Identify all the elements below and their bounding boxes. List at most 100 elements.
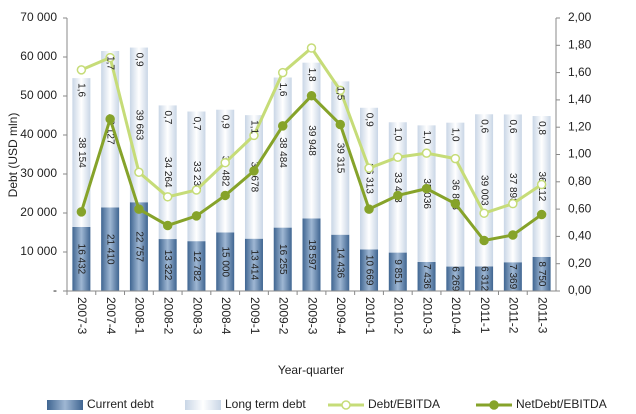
line-marker: [393, 190, 403, 201]
y-tick-label: 50 000: [20, 88, 57, 102]
line-marker: [536, 209, 547, 220]
line-marker: [508, 230, 518, 240]
line-value-label: 0,9: [363, 113, 374, 127]
bar-label: 39 948: [306, 125, 317, 156]
line-value-label: 1,8: [306, 68, 317, 82]
bar-segment: [101, 207, 120, 291]
bar-segment: [360, 107, 379, 250]
line-marker: [450, 153, 461, 164]
y-tick-label: 70 000: [20, 10, 57, 24]
bar-label: 16 255: [277, 244, 288, 275]
line-marker: [364, 163, 374, 173]
x-tick-label: 2008-4: [219, 297, 233, 335]
bar-label: 6 269: [450, 266, 461, 291]
x-tick-label: 2007-3: [75, 297, 89, 335]
line-value-label: 0,6: [507, 120, 518, 134]
bar-segment: [302, 218, 321, 291]
bar-label: 39 663: [133, 110, 144, 141]
bar-segment: [273, 227, 292, 291]
bar-segment: [244, 115, 263, 239]
y2-tick-label: 0,40: [568, 229, 592, 243]
line-marker: [479, 235, 489, 246]
bar-label: 6 312: [478, 266, 489, 291]
line-value-label: 1,1: [248, 120, 259, 134]
bar-segment: [532, 256, 551, 291]
y-tick-label: 10 000: [20, 244, 57, 258]
line-marker: [220, 190, 230, 201]
y-tick-label: 20 000: [20, 205, 57, 219]
y2-tick-label: 2,00: [568, 10, 592, 24]
x-tick-label: 2008-3: [190, 297, 204, 335]
bar-segment: [331, 234, 350, 291]
bar-segment: [158, 105, 177, 240]
bar-label: 13 322: [162, 250, 173, 281]
bar-label: 10 669: [363, 255, 374, 286]
bar-segment: [503, 114, 522, 263]
line-marker: [249, 130, 259, 141]
bar-label: 36 313: [363, 163, 374, 194]
x-tick-label: 2010-4: [449, 297, 463, 335]
legend-label: NetDebt/EBITDA: [516, 397, 607, 411]
line-marker: [364, 204, 374, 214]
bar-segment: [187, 111, 206, 242]
bar-segment: [446, 266, 465, 291]
bar-segment: [187, 241, 206, 291]
y2-tick-label: 0,60: [568, 201, 592, 215]
y-tick-label: 30 000: [20, 166, 57, 180]
bar-label: 31 482: [220, 156, 231, 187]
bar-label: 8 750: [536, 261, 547, 286]
line-marker: [421, 148, 432, 158]
bar-label: 9 851: [392, 259, 403, 284]
x-axis-title: Year-quarter: [278, 363, 344, 377]
line-value-label: 1,7: [105, 56, 116, 70]
legend-marker: [489, 400, 499, 410]
bar-label: 31 678: [248, 162, 259, 193]
x-tick-label: 2008-1: [133, 297, 147, 335]
line-marker: [162, 192, 173, 202]
bar-segment: [360, 249, 379, 291]
bar-segment: [388, 122, 407, 253]
line-marker: [105, 114, 115, 124]
bar-label: 38 154: [76, 137, 87, 168]
bar-segment: [417, 125, 436, 262]
line-marker: [393, 152, 403, 162]
legend-label: Debt/EBITDA: [368, 397, 440, 411]
x-tick-label: 2007-4: [104, 297, 118, 335]
bar-label: 34 264: [162, 157, 173, 188]
line-marker: [335, 85, 346, 96]
bar-segment: [417, 261, 436, 291]
line-marker: [76, 207, 87, 217]
line-marker: [335, 119, 346, 130]
x-tick-label: 2011-2: [507, 297, 521, 334]
bar-label: 33 238: [191, 161, 202, 192]
line-value-label: 1,0: [392, 127, 403, 141]
line-marker: [536, 179, 547, 190]
x-tick-label: 2011-1: [478, 297, 492, 334]
x-tick-label: 2009-3: [305, 297, 319, 335]
bar-label: 39 315: [335, 143, 346, 174]
legend-swatch: [185, 400, 221, 410]
legend-swatch: [47, 400, 83, 410]
bar-segment: [72, 78, 91, 227]
legend-marker: [341, 400, 351, 410]
bar-label: 37 898: [507, 173, 518, 204]
line-marker: [76, 65, 87, 75]
y-tick-label: -: [53, 283, 57, 297]
bar-label: 15 000: [220, 246, 231, 277]
x-tick-label: 2011-3: [535, 297, 549, 334]
x-tick-label: 2008-2: [162, 297, 176, 335]
bar-segment: [388, 252, 407, 291]
bar-segment: [129, 47, 148, 203]
bar-label: 18 597: [306, 239, 317, 270]
bar-label: 35 036: [421, 178, 432, 209]
line-marker: [306, 91, 317, 101]
line-value-label: 1,0: [450, 128, 461, 142]
bar-label: 13 414: [248, 250, 259, 281]
bar-label: 40 127: [105, 114, 116, 145]
x-tick-label: 2009-2: [277, 297, 291, 335]
y-tick-label: 40 000: [20, 127, 57, 141]
line-marker: [450, 198, 461, 209]
line-marker: [134, 204, 144, 214]
line-value-label: 1,6: [277, 83, 288, 97]
line-value-label: 1,6: [76, 83, 87, 97]
